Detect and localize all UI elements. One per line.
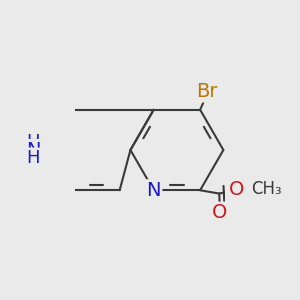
Text: H: H — [27, 149, 40, 167]
Text: CH₃: CH₃ — [252, 180, 282, 198]
Text: Br: Br — [196, 82, 218, 101]
Text: H: H — [27, 133, 40, 151]
Text: O: O — [229, 180, 244, 199]
Text: N: N — [26, 140, 40, 160]
Text: N: N — [146, 181, 161, 200]
Text: O: O — [212, 203, 228, 222]
